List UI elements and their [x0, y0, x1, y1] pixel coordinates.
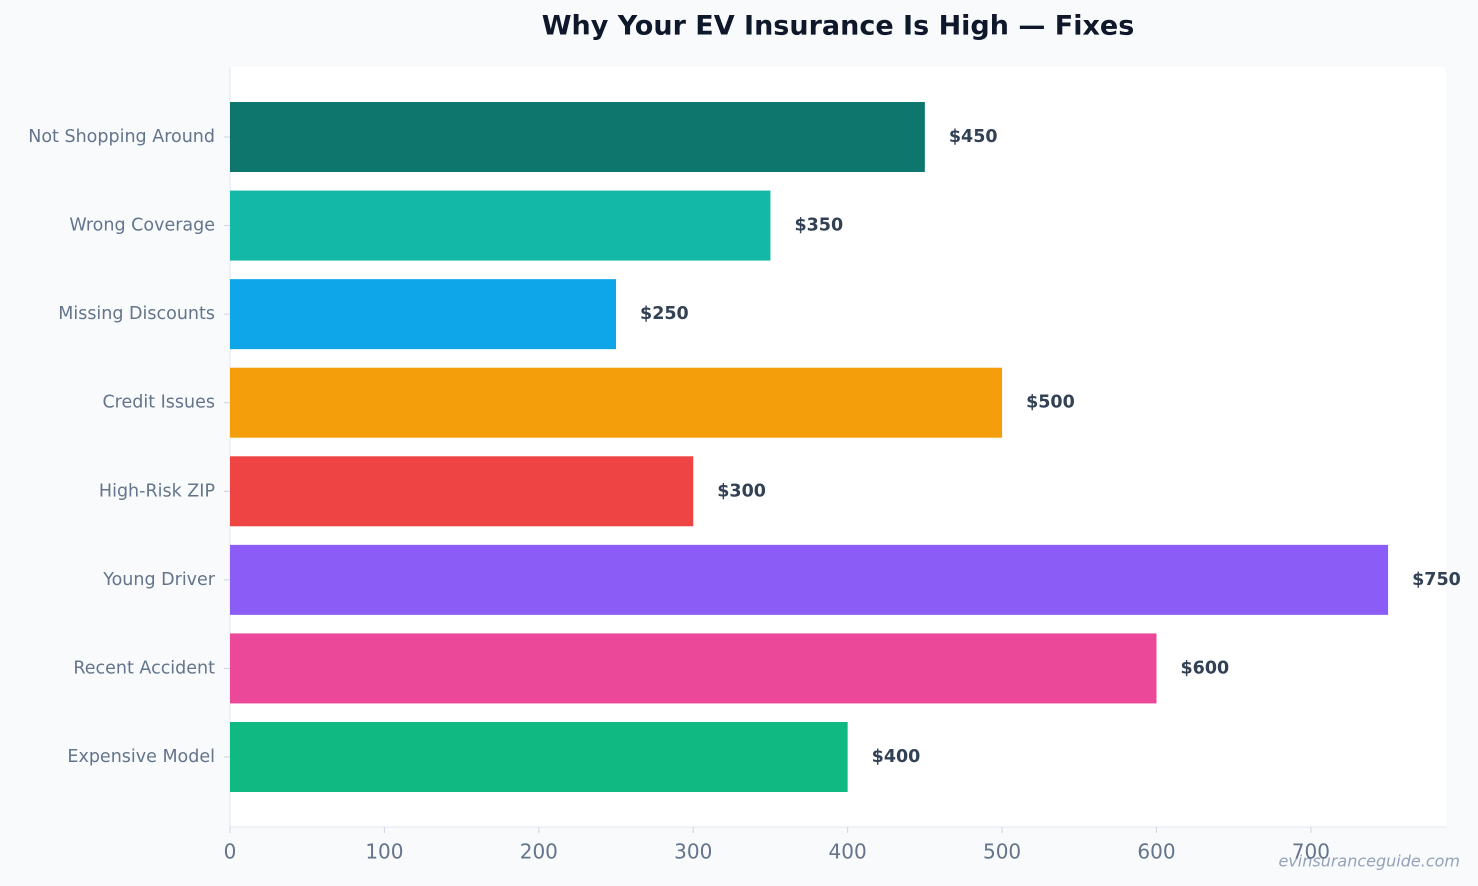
y-tick-label: Expensive Model: [67, 747, 215, 767]
x-tick-label: 500: [983, 840, 1021, 864]
bar: [230, 102, 925, 172]
x-tick-label: 300: [674, 840, 712, 864]
y-tick-label: Young Driver: [102, 570, 216, 590]
bar: [230, 722, 848, 792]
value-label: $350: [794, 216, 843, 236]
bar: [230, 367, 1003, 438]
y-tick-label: Credit Issues: [102, 393, 215, 413]
bar: [230, 456, 694, 527]
x-tick-label: 0: [224, 840, 237, 864]
bar: [230, 279, 617, 350]
bar: [230, 190, 771, 261]
chart-title: Why Your EV Insurance Is High — Fixes: [542, 11, 1135, 42]
x-tick-label: 600: [1137, 840, 1175, 864]
plot-area: [230, 67, 1446, 827]
y-tick-label: Not Shopping Around: [28, 127, 215, 147]
y-tick-label: High-Risk ZIP: [99, 481, 215, 501]
value-label: $500: [1026, 393, 1075, 413]
x-tick-label: 200: [520, 840, 558, 864]
value-label: $750: [1412, 570, 1461, 590]
value-label: $600: [1180, 658, 1229, 678]
value-label: $300: [717, 481, 766, 501]
x-tick-label: 100: [365, 840, 403, 864]
bar: [230, 544, 1389, 615]
value-label: $250: [640, 304, 689, 324]
y-tick-label: Wrong Coverage: [69, 216, 215, 236]
value-label: $400: [872, 747, 921, 767]
x-tick-label: 700: [1292, 840, 1330, 864]
y-tick-label: Missing Discounts: [58, 304, 215, 324]
y-tick-label: Recent Accident: [73, 658, 215, 678]
watermark: evinsuranceguide.com: [1278, 852, 1460, 871]
value-label: $450: [949, 127, 998, 147]
bar: [230, 633, 1157, 704]
x-tick-label: 400: [829, 840, 867, 864]
